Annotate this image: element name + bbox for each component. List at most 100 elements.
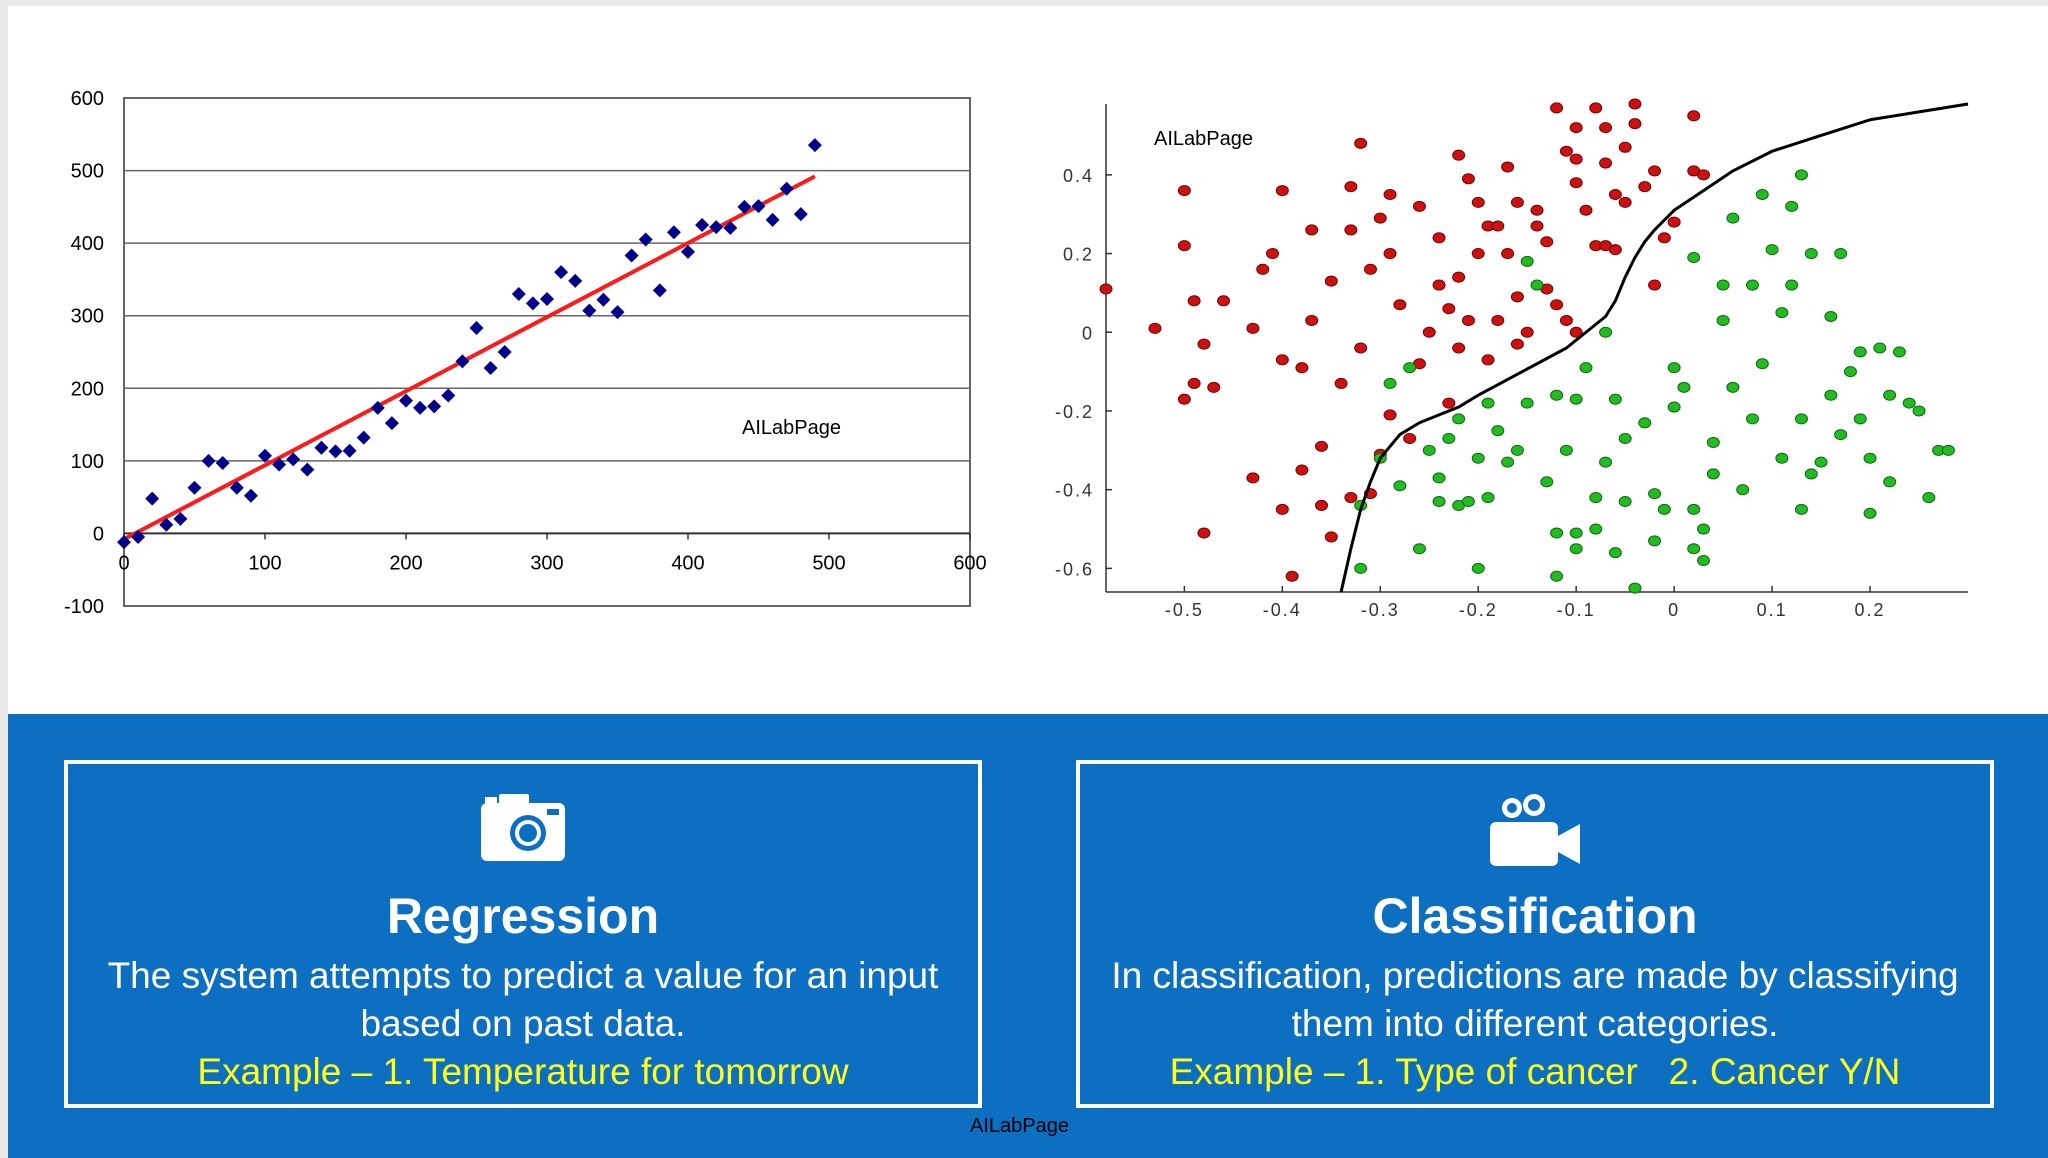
class-b-point — [1599, 456, 1613, 468]
data-point — [201, 453, 216, 468]
class-b-point — [1481, 492, 1495, 504]
class-b-point — [1834, 429, 1848, 441]
class-a-point — [1530, 220, 1544, 232]
class-a-point — [1569, 122, 1583, 134]
class-b-point — [1403, 362, 1417, 374]
class-b-point — [1481, 397, 1495, 409]
class-a-point — [1354, 342, 1368, 354]
class-a-point — [1628, 118, 1642, 130]
class-a-point — [1432, 279, 1446, 291]
class-a-point — [1197, 338, 1211, 350]
x-tick-label: -0.2 — [1459, 600, 1498, 620]
class-a-point — [1461, 173, 1475, 185]
data-point — [314, 440, 329, 455]
class-a-point — [1246, 472, 1260, 484]
class-b-point — [1775, 307, 1789, 319]
class-a-point — [1657, 232, 1671, 244]
class-a-point — [1315, 499, 1328, 511]
regression-card: Regression The system attempts to predic… — [64, 760, 982, 1108]
data-point — [554, 265, 569, 280]
class-a-point — [1275, 185, 1289, 197]
class-a-point — [1471, 248, 1485, 260]
data-point — [441, 388, 456, 403]
fit-line — [123, 174, 816, 542]
class-b-point — [1579, 362, 1593, 374]
class-b-point — [1648, 535, 1662, 547]
video-camera-icon — [1488, 792, 1582, 875]
class-b-point — [1883, 476, 1897, 488]
data-point — [187, 480, 202, 495]
class-b-point — [1912, 405, 1926, 417]
class-b-point — [1491, 425, 1505, 437]
class-b-point — [1608, 393, 1622, 405]
data-point — [258, 448, 272, 463]
y-tick-label: 200 — [71, 378, 104, 400]
class-a-point — [1275, 354, 1289, 366]
chart-watermark: AILabPage — [1154, 128, 1253, 150]
class-b-point — [1834, 248, 1848, 260]
class-a-point — [1344, 492, 1358, 504]
class-a-point — [1491, 220, 1505, 232]
class-a-point — [1638, 181, 1652, 193]
class-a-point — [1442, 303, 1456, 315]
class-b-point — [1677, 381, 1691, 393]
class-b-point — [1569, 527, 1583, 539]
class-a-point — [1452, 271, 1466, 283]
class-b-point — [1697, 555, 1711, 567]
class-b-point — [1461, 495, 1475, 507]
class-b-point — [1501, 456, 1515, 468]
y-tick-label: 100 — [71, 451, 104, 473]
classification-card: Classification In classification, predic… — [1076, 760, 1994, 1108]
data-point — [793, 207, 808, 222]
class-b-point — [1863, 452, 1877, 464]
class-b-point — [1569, 543, 1583, 555]
class-a-point — [1461, 314, 1475, 326]
data-point — [159, 517, 174, 532]
data-point — [540, 292, 554, 307]
class-b-point — [1726, 212, 1740, 224]
class-b-point — [1442, 433, 1456, 445]
class-a-point — [1383, 409, 1397, 421]
decision-boundary — [1339, 102, 1969, 593]
class-a-point — [1334, 377, 1348, 389]
class-b-point — [1873, 342, 1887, 354]
x-tick-label: 100 — [248, 552, 281, 574]
data-point — [427, 399, 442, 414]
data-point — [483, 360, 498, 375]
class-a-point — [1344, 224, 1358, 236]
y-tick-label: 600 — [71, 88, 104, 110]
x-tick-label: 600 — [953, 552, 986, 574]
class-a-point — [1618, 141, 1632, 153]
data-point — [596, 292, 611, 307]
data-point — [272, 457, 287, 472]
data-point — [384, 416, 399, 431]
regression-chart: -100 0 100 200 300 400 500 600 0 100 200 300 400 500 6… — [64, 88, 987, 618]
class-b-point — [1412, 543, 1426, 555]
class-a-point — [1599, 157, 1613, 169]
classification-example: Example – 1. Type of cancer 2. Cancer Y/… — [1169, 1051, 1901, 1092]
data-point — [243, 488, 258, 503]
class-a-point — [1628, 98, 1642, 110]
class-a-point — [1501, 248, 1515, 260]
class-b-point — [1618, 495, 1632, 507]
class-b-point — [1706, 468, 1720, 480]
class-b-point — [1540, 476, 1554, 488]
class-a-point — [1256, 263, 1270, 275]
data-point — [370, 400, 385, 415]
data-point — [399, 393, 413, 408]
class-b-point — [1520, 255, 1534, 267]
x-tick-label: 0 — [118, 552, 129, 574]
data-point — [215, 456, 230, 471]
class-b-point — [1628, 582, 1642, 594]
x-tick-label: 0 — [1668, 600, 1680, 620]
regression-description: The system attempts to predict a value f… — [107, 955, 939, 1044]
class-b-point — [1716, 279, 1730, 291]
class-a-point — [1510, 291, 1524, 303]
data-point — [723, 220, 738, 235]
class-a-point — [1608, 244, 1622, 256]
class-b-point — [1746, 279, 1759, 291]
class-a-point — [1452, 149, 1466, 161]
class-b-point — [1794, 169, 1808, 181]
class-a-point — [1305, 314, 1319, 326]
class-b-point — [1589, 523, 1603, 535]
